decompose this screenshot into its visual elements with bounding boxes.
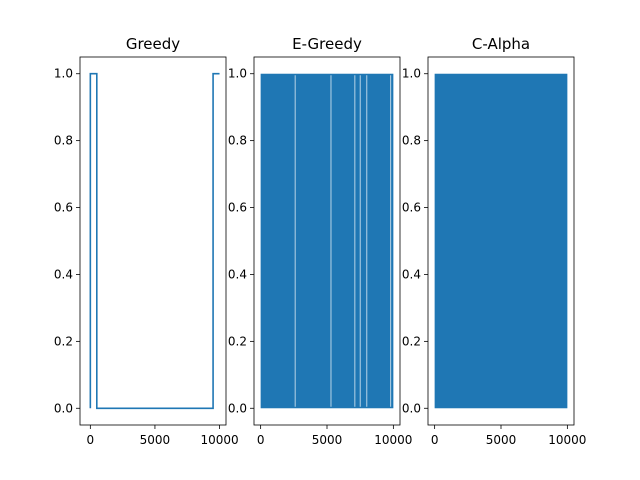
y-tick-label: 0.0 bbox=[402, 401, 421, 415]
y-tick-label: 1.0 bbox=[54, 67, 73, 81]
y-tick-label: 0.2 bbox=[402, 334, 421, 348]
y-tick-label: 0.4 bbox=[402, 267, 421, 281]
y-tick-label: 1.0 bbox=[402, 67, 421, 81]
x-tick-label: 0 bbox=[257, 433, 265, 447]
subplots: 0.0 0.2 0.4 0.6 0.8 1.0 0 5000 10000 Greedy 0.0 0.2… bbox=[54, 35, 587, 447]
x-tick-label: 5000 bbox=[486, 433, 517, 447]
subplot-2: 0.0 0.2 0.4 0.6 0.8 1.0 0 5000 10000 C-Alpha bbox=[402, 35, 587, 447]
series-band-0 bbox=[434, 73, 568, 409]
y-tick-label: 1.0 bbox=[228, 67, 247, 81]
series-line-0 bbox=[89, 72, 220, 410]
y-tick-label: 0.6 bbox=[402, 201, 421, 215]
subplot-title: C-Alpha bbox=[472, 35, 530, 53]
x-tick-label: 10000 bbox=[548, 433, 586, 447]
y-tick-label: 0.2 bbox=[228, 334, 247, 348]
y-tick-label: 0.2 bbox=[54, 334, 73, 348]
y-tick-label: 0.6 bbox=[54, 201, 73, 215]
y-tick-label: 0.6 bbox=[228, 201, 247, 215]
y-tick-label: 0.8 bbox=[402, 134, 421, 148]
x-tick-label: 5000 bbox=[140, 433, 171, 447]
subplot-title: E-Greedy bbox=[292, 35, 362, 53]
x-tick-label: 10000 bbox=[200, 433, 238, 447]
y-tick-label: 0.0 bbox=[228, 401, 247, 415]
y-tick-label: 0.8 bbox=[54, 134, 73, 148]
series-band-0 bbox=[260, 73, 394, 409]
x-tick-label: 0 bbox=[87, 433, 95, 447]
y-tick-label: 0.8 bbox=[228, 134, 247, 148]
subplot-1: 0.0 0.2 0.4 0.6 0.8 1.0 0 5000 10000 E-Greedy bbox=[228, 35, 413, 447]
subplot-title: Greedy bbox=[126, 35, 180, 53]
x-tick-label: 0 bbox=[431, 433, 439, 447]
y-tick-label: 0.0 bbox=[54, 401, 73, 415]
subplot-0: 0.0 0.2 0.4 0.6 0.8 1.0 0 5000 10000 Greedy bbox=[54, 35, 239, 447]
y-tick-label: 0.4 bbox=[54, 267, 73, 281]
x-tick-label: 10000 bbox=[374, 433, 412, 447]
y-tick-label: 0.4 bbox=[228, 267, 247, 281]
axes-frame bbox=[79, 56, 227, 426]
x-tick-label: 5000 bbox=[312, 433, 343, 447]
